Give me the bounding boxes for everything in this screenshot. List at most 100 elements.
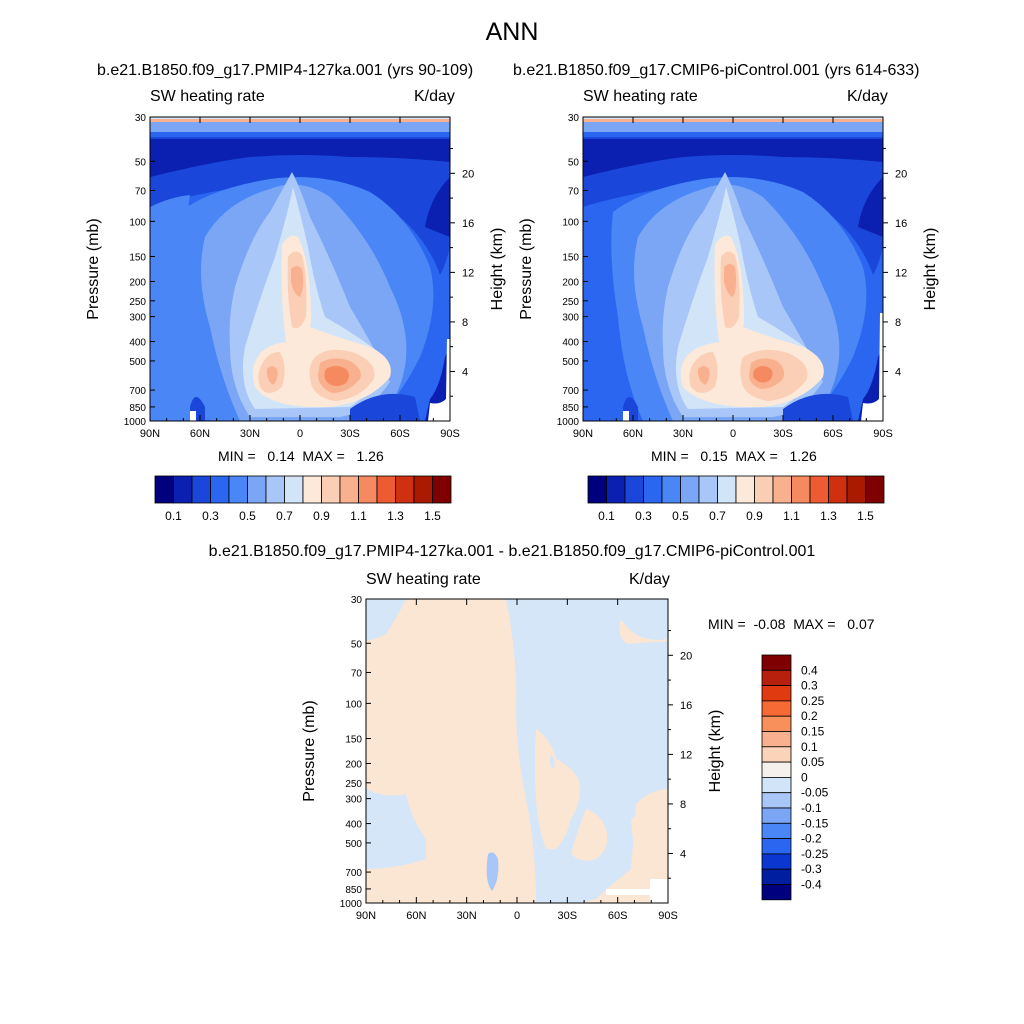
- panel2-right-label: K/day: [847, 88, 888, 105]
- colorbar-swatch: [809, 475, 829, 504]
- colorbar-label: 0.1: [165, 509, 182, 523]
- height-tick-label: 8: [680, 799, 686, 811]
- y-tick-label: 150: [129, 253, 146, 264]
- y-tick-label: 850: [345, 885, 362, 896]
- y-tick-label: 200: [345, 759, 362, 770]
- y-tick-label: 100: [345, 699, 362, 710]
- colorbar-swatch: [284, 475, 304, 504]
- y-tick-label: 500: [129, 357, 146, 368]
- colorbar-swatch: [761, 685, 792, 702]
- y-tick-label: 700: [129, 386, 146, 397]
- x-tick-label: 60N: [406, 910, 426, 922]
- x-tick-label: 30N: [457, 910, 477, 922]
- colorbar-swatch: [413, 475, 433, 504]
- panel1-title: b.e21.B1850.f09_g17.PMIP4-127ka.001 (yrs…: [97, 62, 474, 79]
- colorbar-label: -0.25: [801, 847, 829, 861]
- colorbar-label: 0.15: [801, 725, 825, 739]
- y-tick-label: 400: [345, 820, 362, 831]
- colorbar-label: 1.1: [783, 509, 800, 523]
- colorbar-label: 0.25: [801, 694, 825, 708]
- colorbar-swatch: [624, 475, 644, 504]
- colorbar-label: 0.9: [313, 509, 330, 523]
- x-tick-label: 0: [297, 428, 303, 440]
- colorbar-label: 0.5: [672, 509, 689, 523]
- y-tick-label: 30: [568, 113, 580, 124]
- y-tick-label: 700: [562, 386, 579, 397]
- y-tick-label: 250: [129, 297, 146, 308]
- colorbar-swatch: [761, 669, 792, 686]
- y-axis-title: Pressure (mb): [301, 700, 318, 801]
- colorbar-swatch: [661, 475, 681, 504]
- y-axis-title: Pressure (mb): [518, 218, 535, 319]
- panel3-axes: 90N 60N 30N 0 30S 60S 90S 30 50 70 100 150 200 250 300…: [301, 595, 724, 922]
- colorbar-label: 0.05: [801, 755, 825, 769]
- y-tick-label: 300: [562, 313, 579, 324]
- panel2-colorbar: 0.1 0.3 0.5 0.7 0.9 1.1 1.3 1.5: [587, 475, 885, 523]
- panel2-left-label: SW heating rate: [583, 88, 698, 105]
- colorbar-label: 1.3: [387, 509, 404, 523]
- colorbar-label: 0.1: [801, 740, 818, 754]
- height-tick-label: 12: [895, 267, 907, 279]
- panel2-title: b.e21.B1850.f09_g17.CMIP6-piControl.001 …: [513, 62, 920, 79]
- panel2-field: [583, 117, 883, 421]
- y-tick-label: 200: [129, 277, 146, 288]
- colorbar-label: 1.5: [857, 509, 874, 523]
- x-tick-label: 30S: [340, 428, 360, 440]
- height-tick-label: 16: [895, 218, 907, 230]
- colorbar-swatch: [173, 475, 193, 504]
- x-tick-label: 0: [730, 428, 736, 440]
- y-tick-label: 100: [562, 217, 579, 228]
- colorbar-swatch: [432, 475, 452, 504]
- panel3-stats: MIN = -0.08 MAX = 0.07: [708, 616, 875, 632]
- y-tick-label: 100: [129, 217, 146, 228]
- y-tick-label: 400: [129, 338, 146, 349]
- y-tick-label: 1000: [124, 417, 147, 428]
- x-tick-label: 90N: [356, 910, 376, 922]
- x-tick-label: 30S: [558, 910, 578, 922]
- x-tick-label: 30S: [773, 428, 793, 440]
- colorbar-swatch: [761, 715, 792, 732]
- panel3-right-label: K/day: [629, 571, 670, 588]
- colorbar-swatch: [210, 475, 230, 504]
- colorbar-label: -0.2: [801, 832, 822, 846]
- colorbar-label: -0.3: [801, 862, 822, 876]
- colorbar-label: -0.4: [801, 878, 822, 892]
- colorbar-swatch: [772, 475, 792, 504]
- y-tick-label: 200: [562, 277, 579, 288]
- colorbar-swatch: [191, 475, 211, 504]
- height-tick-label: 16: [680, 700, 692, 712]
- height-tick-label: 12: [462, 267, 474, 279]
- colorbar-swatch: [761, 822, 792, 839]
- y-tick-label: 1000: [557, 417, 580, 428]
- height-axis-title: Height (km): [489, 228, 506, 311]
- colorbar-swatch: [717, 475, 737, 504]
- colorbar-label: 0.5: [239, 509, 256, 523]
- colorbar-swatch: [761, 792, 792, 809]
- x-tick-label: 90S: [440, 428, 460, 440]
- y-tick-label: 400: [562, 338, 579, 349]
- panel2-stats: MIN = 0.15 MAX = 1.26: [651, 448, 817, 464]
- colorbar-label: 0.3: [801, 679, 818, 693]
- colorbar-swatch: [761, 838, 792, 855]
- height-axis-title: Height (km): [707, 710, 724, 793]
- panel3-title: b.e21.B1850.f09_g17.PMIP4-127ka.001 - b.…: [208, 543, 816, 560]
- panel1-left-label: SW heating rate: [150, 88, 265, 105]
- colorbar-swatch: [680, 475, 700, 504]
- colorbar-label: 0: [801, 770, 808, 784]
- colorbar-label: 0.3: [635, 509, 652, 523]
- colorbar-label: 0.2: [801, 709, 818, 723]
- y-tick-label: 500: [345, 839, 362, 850]
- y-tick-label: 70: [351, 668, 363, 679]
- y-tick-label: 250: [562, 297, 579, 308]
- y-tick-label: 850: [129, 403, 146, 414]
- panel1-right-label: K/day: [414, 88, 455, 105]
- x-tick-label: 60N: [623, 428, 643, 440]
- x-tick-label: 90N: [140, 428, 160, 440]
- panel2-axes: 90N 60N 30N 0 30S 60S 90S 30 50 70 100 150 200 250 300…: [518, 113, 939, 440]
- colorbar-swatch: [865, 475, 885, 504]
- x-tick-label: 60S: [390, 428, 410, 440]
- colorbar-swatch: [302, 475, 322, 504]
- colorbar-swatch: [228, 475, 248, 504]
- y-tick-label: 70: [135, 186, 147, 197]
